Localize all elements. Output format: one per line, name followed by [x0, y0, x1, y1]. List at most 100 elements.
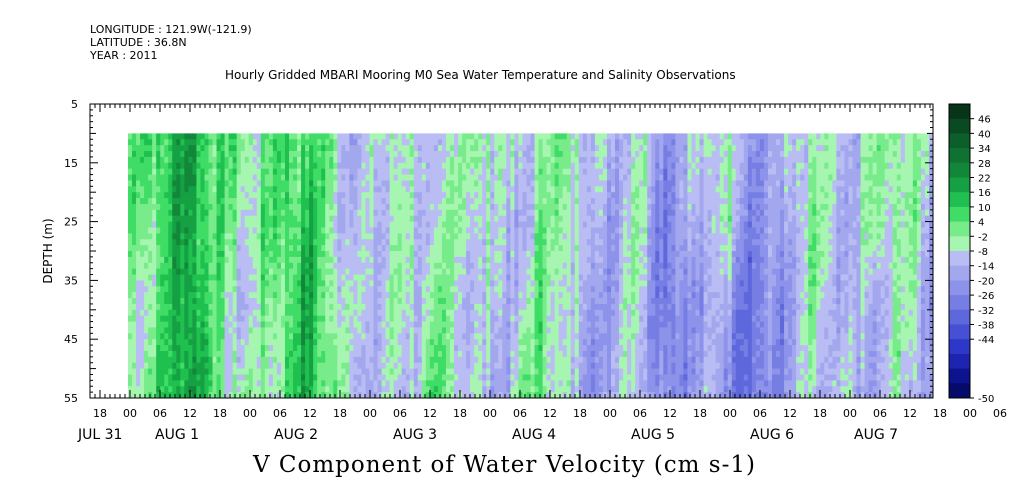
heatmap-cell	[429, 186, 435, 193]
heatmap-cell	[313, 215, 318, 223]
heatmap-cell	[417, 245, 423, 252]
heatmap-cell	[220, 392, 226, 398]
heatmap-cell	[140, 268, 145, 276]
heatmap-cell	[538, 350, 544, 358]
heatmap-cell	[160, 174, 165, 182]
heatmap-cell	[196, 386, 202, 393]
heatmap-cell	[164, 256, 169, 264]
heatmap-cell	[240, 209, 246, 217]
heatmap-cell	[349, 292, 355, 299]
heatmap-cell	[208, 333, 214, 340]
heatmap-cell	[433, 350, 439, 358]
heatmap-cell	[502, 280, 507, 287]
heatmap-cell	[441, 368, 447, 376]
heatmap-cell	[232, 192, 238, 199]
heatmap-cell	[168, 256, 173, 264]
heatmap-cell	[474, 174, 479, 182]
heatmap-cell	[276, 262, 282, 270]
heatmap-cell	[502, 239, 507, 246]
heatmap-cell	[236, 262, 242, 270]
heatmap-cell	[224, 380, 230, 387]
heatmap-cell	[377, 145, 383, 152]
heatmap-cell	[176, 268, 181, 276]
heatmap-cell	[192, 145, 198, 152]
heatmap-cell	[196, 151, 202, 158]
heatmap-cell	[289, 327, 294, 334]
heatmap-cell	[353, 327, 359, 334]
heatmap-cell	[184, 233, 189, 240]
heatmap-cell	[534, 133, 540, 140]
heatmap-cell	[365, 374, 371, 381]
heatmap-cell	[441, 380, 447, 387]
heatmap-cell	[498, 292, 503, 299]
heatmap-cell	[474, 374, 479, 381]
heatmap-cell	[385, 156, 391, 164]
heatmap-cell	[494, 368, 499, 376]
heatmap-cell	[152, 392, 157, 398]
heatmap-cell	[248, 339, 254, 346]
heatmap-cell	[393, 233, 399, 240]
heatmap-cell	[152, 362, 157, 370]
heatmap-cell	[321, 174, 326, 182]
heatmap-column	[417, 133, 423, 398]
heatmap-cell	[313, 268, 318, 276]
heatmap-cell	[200, 221, 206, 229]
heatmap-cell	[228, 280, 234, 287]
heatmap-cell	[244, 180, 250, 187]
heatmap-cell	[377, 174, 383, 182]
heatmap-cell	[256, 245, 262, 252]
heatmap-cell	[401, 209, 407, 217]
heatmap-cell	[498, 327, 503, 334]
heatmap-cell	[248, 251, 254, 258]
heatmap-cell	[192, 262, 198, 270]
heatmap-cell	[216, 239, 222, 246]
heatmap-cell	[232, 245, 238, 252]
heatmap-cell	[172, 215, 177, 223]
heatmap-cell	[168, 368, 173, 376]
heatmap-cell	[329, 339, 334, 346]
heatmap-cell	[168, 274, 173, 281]
heatmap-cell	[361, 186, 367, 193]
heatmap-cell	[518, 262, 524, 270]
heatmap-cell	[361, 309, 367, 317]
heatmap-cell	[458, 180, 463, 187]
heatmap-cell	[385, 198, 391, 205]
heatmap-cell	[268, 303, 274, 311]
heatmap-cell	[365, 256, 371, 264]
heatmap-cell	[490, 156, 495, 164]
heatmap-cell	[518, 227, 524, 234]
heatmap-cell	[357, 321, 363, 329]
heatmap-cell	[216, 350, 222, 358]
heatmap-cell	[349, 298, 355, 305]
heatmap-cell	[522, 168, 528, 176]
heatmap-cell	[128, 309, 133, 317]
heatmap-cell	[321, 362, 326, 370]
heatmap-cell	[192, 156, 198, 164]
heatmap-cell	[441, 239, 447, 246]
heatmap-cell	[550, 221, 556, 229]
heatmap-cell	[224, 339, 230, 346]
heatmap-cell	[176, 286, 181, 293]
heatmap-cell	[148, 309, 153, 317]
heatmap-cell	[128, 151, 133, 158]
heatmap-cell	[224, 245, 230, 252]
heatmap-cell	[289, 386, 294, 393]
heatmap-cell	[248, 239, 254, 246]
heatmap-cell	[132, 362, 137, 370]
heatmap-cell	[240, 156, 246, 164]
heatmap-cell	[522, 368, 528, 376]
heatmap-cell	[445, 321, 451, 329]
heatmap-cell	[526, 156, 532, 164]
heatmap-cell	[353, 256, 359, 264]
heatmap-cell	[526, 321, 532, 329]
heatmap-cell	[272, 274, 278, 281]
heatmap-column	[458, 133, 463, 398]
heatmap-column	[188, 133, 194, 398]
heatmap-cell	[486, 350, 491, 358]
heatmap-cell	[558, 168, 564, 176]
heatmap-cell	[365, 168, 371, 176]
heatmap-column	[313, 133, 318, 398]
heatmap-cell	[409, 233, 415, 240]
heatmap-cell	[490, 162, 495, 170]
heatmap-cell	[144, 168, 149, 176]
